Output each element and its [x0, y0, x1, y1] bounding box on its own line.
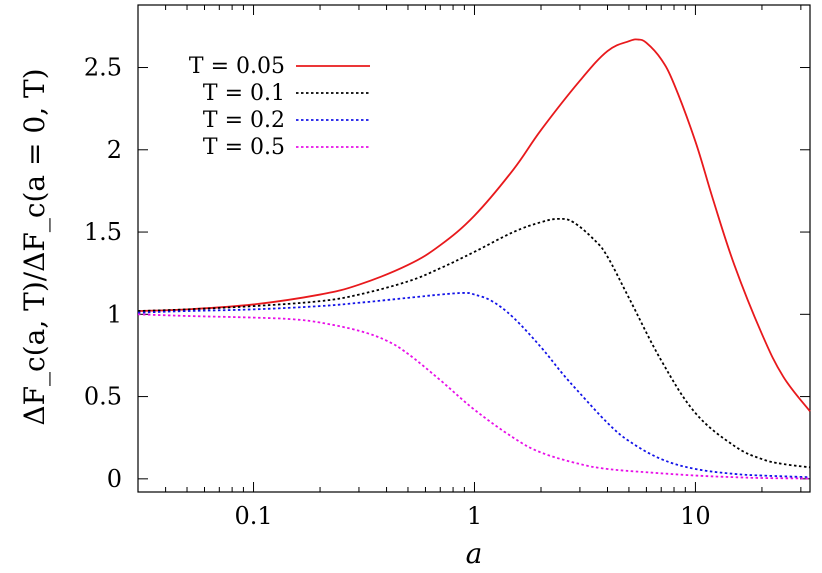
series-line-1: [137, 38, 811, 412]
y-tick-label: 0.5: [84, 383, 122, 411]
legend-label-3: T = 0.2: [203, 108, 285, 133]
x-tick-label: 10: [680, 502, 711, 530]
series-line-3: [137, 292, 811, 479]
series-group: [137, 38, 811, 480]
axis-ticks-group: 0 0.5 1 1.5 2 2.5 0.1 1 10: [84, 5, 810, 530]
series-line-4: [137, 313, 811, 480]
y-axis-label: ΔF_c(a, T)/ΔF_c(a = 0, T): [18, 68, 51, 425]
y-tick-label: 2.5: [84, 54, 122, 82]
x-tick-label: 1: [467, 502, 482, 530]
x-axis-label: a: [466, 537, 483, 570]
y-tick-label: 0: [107, 465, 122, 493]
series-line-2: [137, 217, 811, 469]
y-tick-label: 2: [107, 136, 122, 164]
y-tick-label: 1: [107, 300, 122, 328]
legend: T = 0.05T = 0.1T = 0.2T = 0.5: [189, 54, 370, 160]
y-tick-label: 1.5: [84, 218, 122, 246]
legend-label-1: T = 0.05: [189, 54, 285, 79]
legend-label-4: T = 0.5: [203, 135, 285, 160]
legend-label-2: T = 0.1: [203, 81, 285, 106]
x-tick-label: 0.1: [234, 502, 272, 530]
